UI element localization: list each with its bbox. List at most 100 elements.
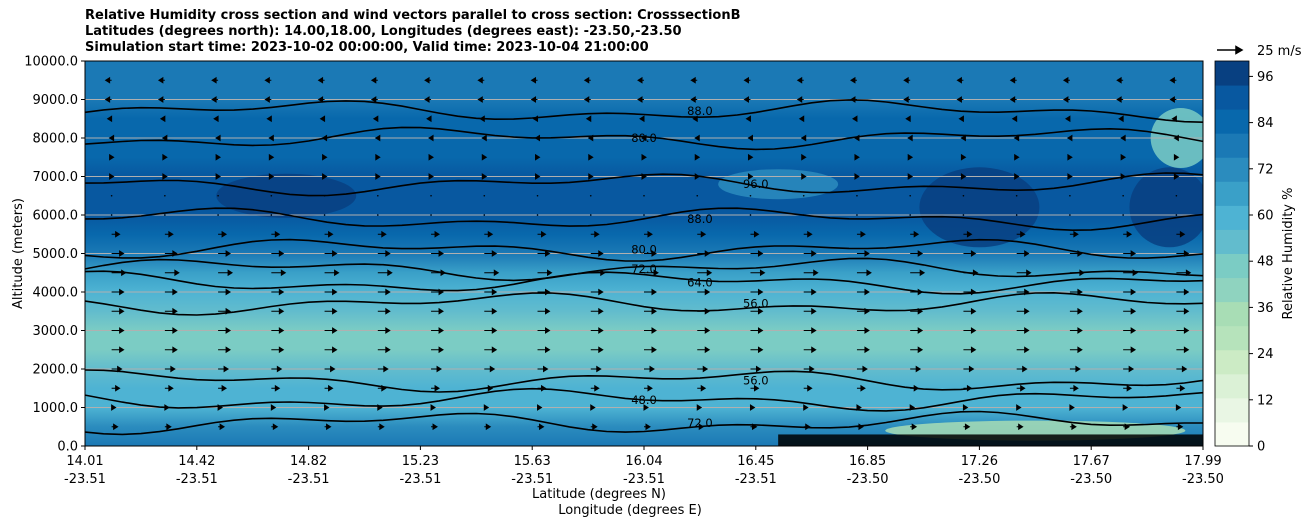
wind-vector xyxy=(110,194,113,197)
wind-vector xyxy=(1120,153,1127,161)
wind-vector xyxy=(697,250,711,257)
wind-vector xyxy=(697,423,705,431)
wind-vector xyxy=(796,96,804,103)
x-tick-label-lat: 17.67 xyxy=(1073,454,1110,469)
wind-vector xyxy=(377,365,389,373)
wind-vector xyxy=(218,423,226,431)
wind-vector xyxy=(696,214,699,216)
wind-vector xyxy=(641,134,647,142)
wind-vector xyxy=(750,346,764,354)
wind-vector xyxy=(372,115,379,123)
wind-vector xyxy=(803,307,817,315)
wind-vector xyxy=(697,346,711,354)
wind-vector xyxy=(431,346,444,354)
wind-vector xyxy=(534,134,541,142)
wind-vector xyxy=(1016,230,1026,238)
wind-vector xyxy=(484,365,496,373)
wind-vector xyxy=(909,404,916,411)
wind-vector xyxy=(907,134,913,142)
wind-vector xyxy=(108,134,115,142)
wind-vector xyxy=(910,250,924,257)
rh-patch xyxy=(1129,167,1203,248)
wind-vector xyxy=(111,365,123,373)
wind-vector xyxy=(962,194,965,197)
wind-vector xyxy=(690,76,698,84)
wind-vector xyxy=(426,115,432,123)
contour-label: 56.0 xyxy=(743,374,769,388)
wind-vector xyxy=(1069,288,1083,296)
wind-vector xyxy=(215,173,222,180)
wind-vector xyxy=(802,214,805,216)
wind-vector xyxy=(1066,134,1073,142)
wind-vector xyxy=(1120,134,1126,142)
wind-vector xyxy=(111,346,125,354)
wind-vector xyxy=(910,327,924,334)
wind-vector xyxy=(644,365,655,373)
wind-vector xyxy=(104,76,112,84)
wind-vector xyxy=(1069,365,1081,373)
wind-vector xyxy=(697,327,711,334)
contour-label: 96.0 xyxy=(743,177,769,191)
y-tick-label: 6000.0 xyxy=(33,209,79,224)
wind-vector xyxy=(909,214,911,216)
wind-vector xyxy=(637,96,644,103)
contour-line xyxy=(85,387,1203,412)
wind-vector xyxy=(590,404,596,411)
wind-vector xyxy=(910,269,926,277)
wind-vector xyxy=(211,96,219,103)
wind-vector xyxy=(697,307,711,315)
colorbar-segment xyxy=(1215,229,1249,254)
wind-vector xyxy=(271,346,285,354)
wind-vector xyxy=(643,404,649,411)
colorbar-tick-label: 0 xyxy=(1257,440,1265,455)
wind-vector xyxy=(484,288,498,296)
wind-vector xyxy=(104,96,112,103)
wind-vector xyxy=(856,404,862,411)
wind-vector xyxy=(963,307,977,315)
wind-vector xyxy=(1069,346,1083,354)
wind-vector xyxy=(750,288,764,296)
contour-line xyxy=(85,291,1203,316)
wind-vector xyxy=(424,76,432,84)
wind-vector xyxy=(583,76,591,84)
wind-vector xyxy=(1069,250,1083,257)
wind-vector xyxy=(802,194,805,197)
wind-vector xyxy=(377,327,391,334)
wind-vector xyxy=(960,134,966,142)
wind-vector xyxy=(1016,327,1030,334)
wind-vector xyxy=(1016,404,1022,411)
wind-vector xyxy=(375,173,381,180)
wind-vector xyxy=(590,365,602,373)
x-tick-label-lon: -23.51 xyxy=(399,472,441,487)
colorbar-tick-label: 12 xyxy=(1257,393,1274,408)
wind-vector xyxy=(324,230,334,238)
wind-vector xyxy=(530,96,538,103)
wind-vector xyxy=(484,327,498,334)
wind-vector xyxy=(749,404,756,411)
wind-vector xyxy=(111,423,119,431)
quiver-key-label: 25 m/s xyxy=(1257,44,1302,59)
contour-label: 72.0 xyxy=(631,262,657,276)
wind-vector xyxy=(910,346,924,354)
wind-vector xyxy=(377,346,391,354)
wind-vector xyxy=(477,96,485,103)
wind-vector xyxy=(377,384,387,392)
wind-vector xyxy=(215,134,221,142)
wind-vector xyxy=(1123,384,1133,392)
colorbar-segment xyxy=(1215,205,1249,230)
wind-vector xyxy=(750,250,764,257)
wind-vector xyxy=(1169,96,1177,103)
wind-vector xyxy=(1173,153,1180,161)
wind-vector xyxy=(536,214,539,216)
wind-vector xyxy=(910,307,924,315)
wind-vector xyxy=(428,134,434,142)
wind-vector xyxy=(428,153,434,161)
wind-vector xyxy=(803,230,813,238)
wind-vector xyxy=(271,230,281,238)
x-tick-label-lon: -23.51 xyxy=(176,472,218,487)
wind-vector xyxy=(370,76,378,84)
wind-vector xyxy=(324,404,330,411)
wind-vector xyxy=(903,96,911,103)
wind-vector xyxy=(164,327,178,334)
wind-vector xyxy=(641,173,647,180)
